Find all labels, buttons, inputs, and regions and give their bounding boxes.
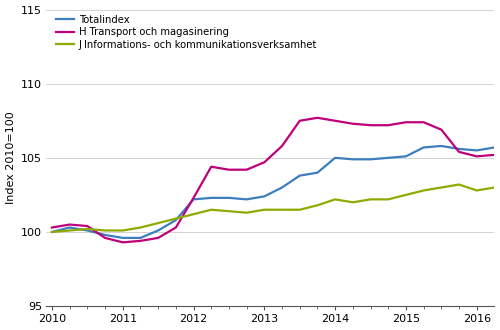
J Informations- och kommunikationsverksamhet	[226, 209, 232, 213]
H Transport och magasinering	[385, 123, 391, 127]
J Informations- och kommunikationsverksamhet	[438, 185, 444, 189]
J Informations- och kommunikationsverksamhet	[66, 228, 72, 232]
J Informations- och kommunikationsverksamhet	[155, 221, 161, 225]
H Transport och magasinering	[262, 160, 268, 164]
H Transport och magasinering	[492, 153, 498, 157]
Line: H Transport och magasinering: H Transport och magasinering	[52, 118, 500, 242]
H Transport och magasinering	[279, 144, 285, 148]
Totalindex	[474, 148, 480, 152]
H Transport och magasinering	[138, 239, 143, 243]
Totalindex	[279, 185, 285, 189]
J Informations- och kommunikationsverksamhet	[190, 212, 196, 216]
H Transport och magasinering	[190, 196, 196, 200]
Totalindex	[368, 157, 374, 161]
Totalindex	[138, 236, 143, 240]
Totalindex	[492, 146, 498, 149]
Totalindex	[49, 230, 55, 234]
Totalindex	[456, 147, 462, 151]
J Informations- och kommunikationsverksamhet	[138, 225, 143, 229]
J Informations- och kommunikationsverksamhet	[102, 228, 108, 232]
Totalindex	[84, 228, 90, 232]
H Transport och magasinering	[244, 168, 250, 172]
Totalindex	[208, 196, 214, 200]
Totalindex	[438, 144, 444, 148]
H Transport och magasinering	[350, 122, 356, 126]
J Informations- och kommunikationsverksamhet	[492, 185, 498, 189]
H Transport och magasinering	[474, 154, 480, 158]
H Transport och magasinering	[66, 222, 72, 226]
J Informations- och kommunikationsverksamhet	[332, 197, 338, 201]
J Informations- och kommunikationsverksamhet	[403, 193, 409, 197]
Y-axis label: Index 2010=100: Index 2010=100	[6, 112, 16, 204]
H Transport och magasinering	[173, 225, 179, 229]
H Transport och magasinering	[296, 119, 302, 123]
J Informations- och kommunikationsverksamhet	[474, 188, 480, 192]
Line: Totalindex: Totalindex	[52, 113, 500, 238]
Totalindex	[296, 174, 302, 178]
H Transport och magasinering	[120, 240, 126, 244]
H Transport och magasinering	[49, 225, 55, 229]
Legend: Totalindex, H Transport och magasinering, J Informations- och kommunikationsverk: Totalindex, H Transport och magasinering…	[56, 15, 317, 50]
H Transport och magasinering	[403, 120, 409, 124]
Totalindex	[102, 233, 108, 237]
Totalindex	[332, 156, 338, 160]
J Informations- och kommunikationsverksamhet	[49, 230, 55, 234]
Totalindex	[66, 225, 72, 229]
H Transport och magasinering	[155, 236, 161, 240]
J Informations- och kommunikationsverksamhet	[385, 197, 391, 201]
Totalindex	[173, 218, 179, 222]
Totalindex	[350, 157, 356, 161]
H Transport och magasinering	[420, 120, 426, 124]
H Transport och magasinering	[314, 116, 320, 120]
H Transport och magasinering	[368, 123, 374, 127]
J Informations- och kommunikationsverksamhet	[84, 227, 90, 231]
Totalindex	[226, 196, 232, 200]
Totalindex	[120, 236, 126, 240]
H Transport och magasinering	[456, 150, 462, 154]
Totalindex	[385, 156, 391, 160]
J Informations- och kommunikationsverksamhet	[456, 182, 462, 186]
H Transport och magasinering	[102, 236, 108, 240]
J Informations- och kommunikationsverksamhet	[368, 197, 374, 201]
Totalindex	[155, 228, 161, 232]
J Informations- och kommunikationsverksamhet	[262, 208, 268, 212]
Totalindex	[403, 154, 409, 158]
Totalindex	[244, 197, 250, 201]
J Informations- och kommunikationsverksamhet	[120, 228, 126, 232]
J Informations- och kommunikationsverksamhet	[173, 217, 179, 221]
J Informations- och kommunikationsverksamhet	[279, 208, 285, 212]
Totalindex	[314, 171, 320, 175]
H Transport och magasinering	[208, 165, 214, 169]
Totalindex	[262, 194, 268, 198]
Totalindex	[420, 146, 426, 149]
H Transport och magasinering	[438, 128, 444, 132]
J Informations- och kommunikationsverksamhet	[296, 208, 302, 212]
J Informations- och kommunikationsverksamhet	[208, 208, 214, 212]
H Transport och magasinering	[84, 224, 90, 228]
H Transport och magasinering	[226, 168, 232, 172]
Totalindex	[190, 197, 196, 201]
J Informations- och kommunikationsverksamhet	[244, 211, 250, 215]
Line: J Informations- och kommunikationsverksamhet: J Informations- och kommunikationsverksa…	[52, 128, 500, 232]
J Informations- och kommunikationsverksamhet	[420, 188, 426, 192]
J Informations- och kommunikationsverksamhet	[314, 203, 320, 207]
J Informations- och kommunikationsverksamhet	[350, 200, 356, 204]
H Transport och magasinering	[332, 119, 338, 123]
